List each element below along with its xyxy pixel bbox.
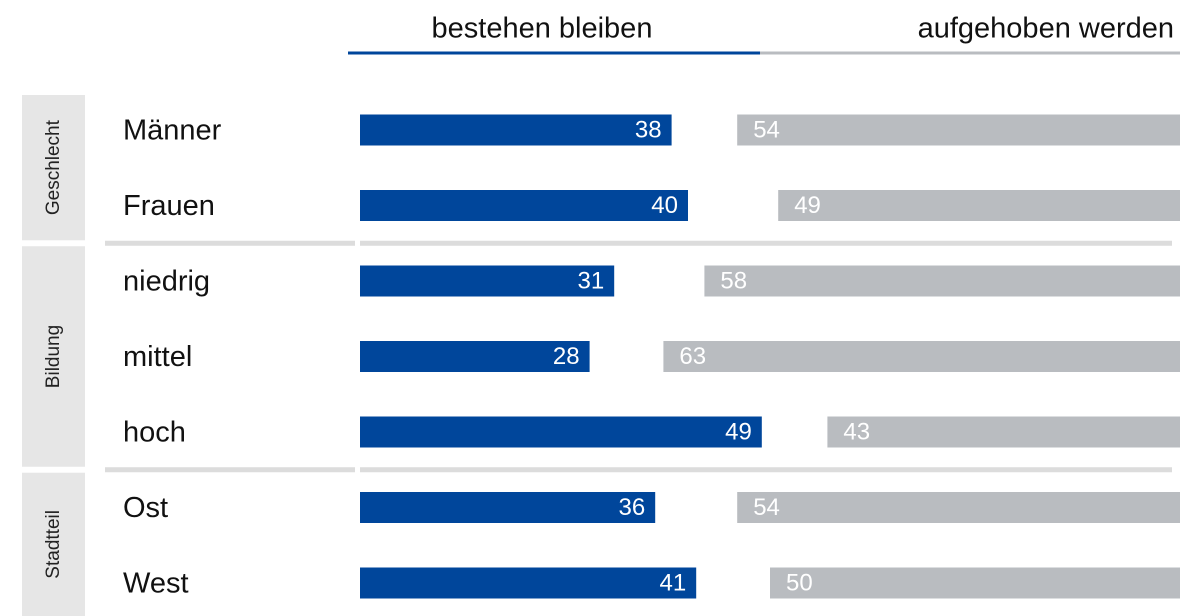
- group-label: Bildung: [43, 325, 64, 388]
- group-band: [22, 246, 85, 467]
- bar: [360, 114, 672, 146]
- value-label: 28: [553, 343, 580, 370]
- value-label: 50: [786, 569, 813, 596]
- series-header: aufgehoben werden: [918, 13, 1174, 45]
- category-label: Ost: [123, 492, 168, 524]
- group-label: Geschlecht: [43, 119, 64, 215]
- value-label: 36: [618, 494, 645, 521]
- category-label: hoch: [123, 417, 186, 449]
- bar: [360, 341, 590, 372]
- series-header: bestehen bleiben: [432, 13, 653, 45]
- bar: [704, 265, 1180, 297]
- group-band: [22, 472, 85, 616]
- value-label: 58: [720, 267, 747, 294]
- bar: [360, 265, 615, 297]
- bar: [778, 190, 1180, 221]
- category-label: Frauen: [123, 190, 215, 222]
- bar: [360, 567, 697, 599]
- bar: [770, 567, 1180, 599]
- group-label: Stadtteil: [43, 510, 64, 579]
- value-label: 54: [753, 494, 780, 521]
- bar: [360, 416, 762, 448]
- bar: [663, 341, 1180, 372]
- value-label: 38: [635, 116, 662, 143]
- category-label: mittel: [123, 341, 192, 373]
- value-label: 40: [651, 192, 678, 219]
- category-label: Männer: [123, 115, 222, 147]
- bar: [360, 190, 688, 221]
- category-label: niedrig: [123, 266, 210, 298]
- value-label: 49: [725, 418, 752, 445]
- category-label: West: [123, 568, 189, 600]
- bar: [827, 416, 1180, 448]
- bar: [737, 492, 1180, 523]
- value-label: 54: [753, 116, 780, 143]
- value-label: 63: [679, 343, 706, 370]
- value-label: 31: [577, 267, 604, 294]
- bar: [360, 492, 656, 523]
- value-label: 41: [659, 569, 686, 596]
- value-label: 43: [843, 418, 870, 445]
- bar: [737, 114, 1180, 146]
- group-band: [22, 95, 85, 241]
- value-label: 49: [794, 192, 821, 219]
